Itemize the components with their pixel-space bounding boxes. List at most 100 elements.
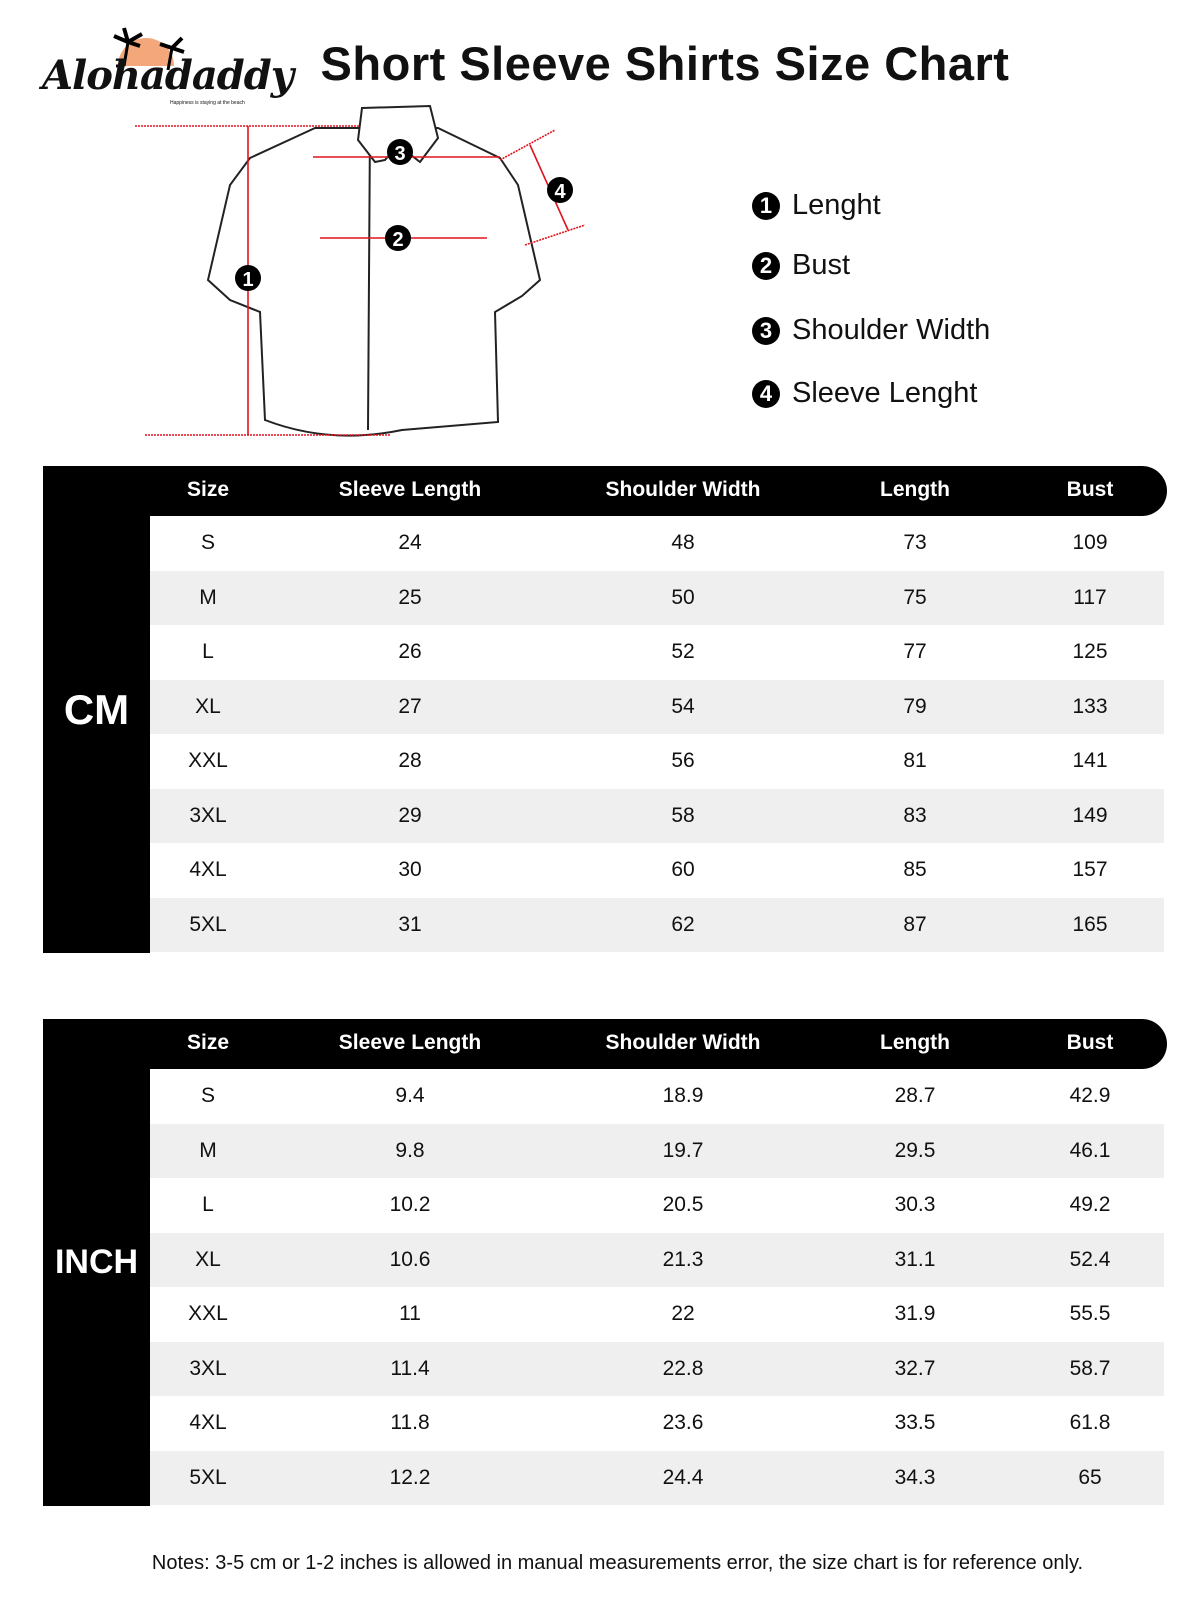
table-cell: 34.3 [894, 1465, 936, 1489]
table-cell: 11.4 [390, 1356, 430, 1380]
table-cell: 12.2 [389, 1465, 431, 1489]
table-cell: 54 [671, 694, 695, 718]
table-cell: 22 [671, 1302, 695, 1325]
table-cell: XL [195, 1247, 221, 1271]
table-cell: 22.8 [662, 1356, 704, 1380]
legend-label: Sleeve Lenght [792, 377, 978, 409]
column-header: Size [186, 478, 230, 501]
table-cell: 61.8 [1069, 1411, 1111, 1434]
table-cell: L [202, 640, 214, 663]
table-cell: 81 [903, 749, 927, 772]
table-cell: 109 [1072, 531, 1108, 554]
table-cell: 62 [671, 912, 695, 936]
table-cell: 30.3 [894, 1193, 936, 1216]
table-cell: 149 [1072, 803, 1108, 827]
table-cell: 4XL [189, 1411, 227, 1434]
table-cell: 52.4 [1069, 1247, 1111, 1271]
table-cell: 32.7 [894, 1356, 936, 1380]
column-header: Shoulder Width [605, 478, 761, 501]
table-row: 3XL 11.4 22.8 32.7 58.7 [150, 1341, 1164, 1396]
table-row: M 9.8 19.7 29.5 46.1 [150, 1123, 1164, 1178]
table-cell: 24.4 [662, 1465, 704, 1489]
table-cell: 3XL [189, 1356, 227, 1380]
table-cell: 60 [671, 858, 695, 881]
table-cell: 30 [398, 858, 422, 881]
table-cell: 77 [903, 640, 927, 663]
table-cell: 9.8 [395, 1138, 425, 1162]
table-cell: 49.2 [1069, 1193, 1111, 1216]
table-row: L 26 52 77 125 [150, 625, 1164, 680]
marker-1-label: 1 [242, 269, 253, 291]
table-cell: 42.9 [1069, 1084, 1111, 1107]
table-cell: 21.3 [662, 1247, 704, 1271]
column-header: Sleeve Length [338, 1031, 482, 1054]
measure-markers: 1 2 3 4 [235, 139, 573, 291]
legend-label: Bust [792, 249, 851, 281]
table-row: XL 10.6 21.3 31.1 52.4 [150, 1232, 1164, 1287]
unit-label: CM [43, 466, 150, 953]
table-cell: 46.1 [1069, 1138, 1111, 1162]
legend-label: Lenght [792, 189, 881, 221]
table-row: L 10.2 20.5 30.3 49.2 [150, 1178, 1164, 1233]
number-1-icon: 1 [752, 191, 780, 220]
table-row: 3XL 29 58 83 149 [150, 788, 1164, 843]
table-cell: 87 [903, 912, 927, 936]
table-cell: 18.9 [662, 1084, 704, 1107]
column-header: Shoulder Width [605, 1031, 761, 1054]
table-cell: 141 [1072, 749, 1108, 772]
column-header: Length [880, 478, 950, 501]
table-cell: M [199, 1138, 217, 1162]
column-header: Size [186, 1031, 230, 1054]
table-cell: S [200, 531, 216, 554]
table-row: 5XL 12.2 24.4 34.3 65 [150, 1450, 1164, 1505]
legend-item-bust: 2 Bust [752, 249, 850, 282]
table-cell: M [199, 585, 217, 609]
table-cell: 25 [398, 585, 422, 609]
table-cell: 29.5 [894, 1138, 936, 1162]
number-3-icon: 3 [752, 316, 780, 345]
table-cell: 55.5 [1069, 1302, 1111, 1325]
table-row: 4XL 30 60 85 157 [150, 843, 1164, 898]
unit-label: INCH [43, 1019, 150, 1506]
table-cell: L [202, 1193, 214, 1216]
table-cell: 26 [398, 640, 422, 663]
column-header: Length [880, 1031, 950, 1054]
table-cell: 125 [1072, 640, 1108, 663]
column-header: Bust [1066, 478, 1114, 501]
table-cell: 5XL [189, 912, 227, 936]
table-cell: XXL [188, 749, 228, 772]
table-cell: 11.8 [390, 1411, 430, 1434]
marker-4 [547, 177, 573, 203]
table-cell: 133 [1072, 694, 1108, 718]
marker-3 [387, 139, 413, 165]
table-cell: 79 [903, 694, 927, 718]
column-header: Sleeve Length [338, 478, 482, 501]
brand-logo-text: Alohadaddy [42, 52, 294, 99]
table-row: S 9.4 18.9 28.7 42.9 [150, 1069, 1164, 1124]
table-cell: 10.6 [389, 1247, 431, 1271]
legend-item-sleeve-length: 4 Sleeve Lenght [752, 377, 977, 410]
table-row: XXL 28 56 81 141 [150, 734, 1164, 789]
table-cell: 85 [903, 858, 927, 881]
table-cell: 31 [398, 912, 422, 936]
table-cell: 20.5 [662, 1193, 704, 1216]
table-header: Size Sleeve Length Shoulder Width Length Bus… [43, 1019, 1167, 1069]
table-cell: 157 [1072, 858, 1108, 881]
table-cell: 4XL [189, 858, 227, 881]
table-cell: 11 [399, 1302, 421, 1325]
notes-text: Notes: 3-5 cm or 1-2 inches is allowed i… [151, 1552, 1084, 1574]
table-row: M 25 50 75 117 [150, 570, 1164, 625]
marker-1 [235, 265, 261, 291]
table-cell: 19.7 [662, 1138, 704, 1162]
table-cell: 75 [903, 585, 927, 609]
table-cell: 165 [1072, 912, 1108, 936]
size-table-inch: INCH Size Sleeve Length Shoulder Width Lengt… [43, 1019, 1167, 1506]
table-cell: 29 [398, 803, 422, 827]
table-cell: 23.6 [662, 1411, 704, 1434]
table-row: XXL 11 22 31.9 55.5 [150, 1287, 1164, 1342]
table-cell: 31.1 [894, 1247, 936, 1271]
table-cell: 73 [903, 531, 927, 554]
table-cell: 58 [671, 803, 695, 827]
table-cell: 3XL [189, 803, 227, 827]
table-cell: 56 [671, 749, 695, 772]
